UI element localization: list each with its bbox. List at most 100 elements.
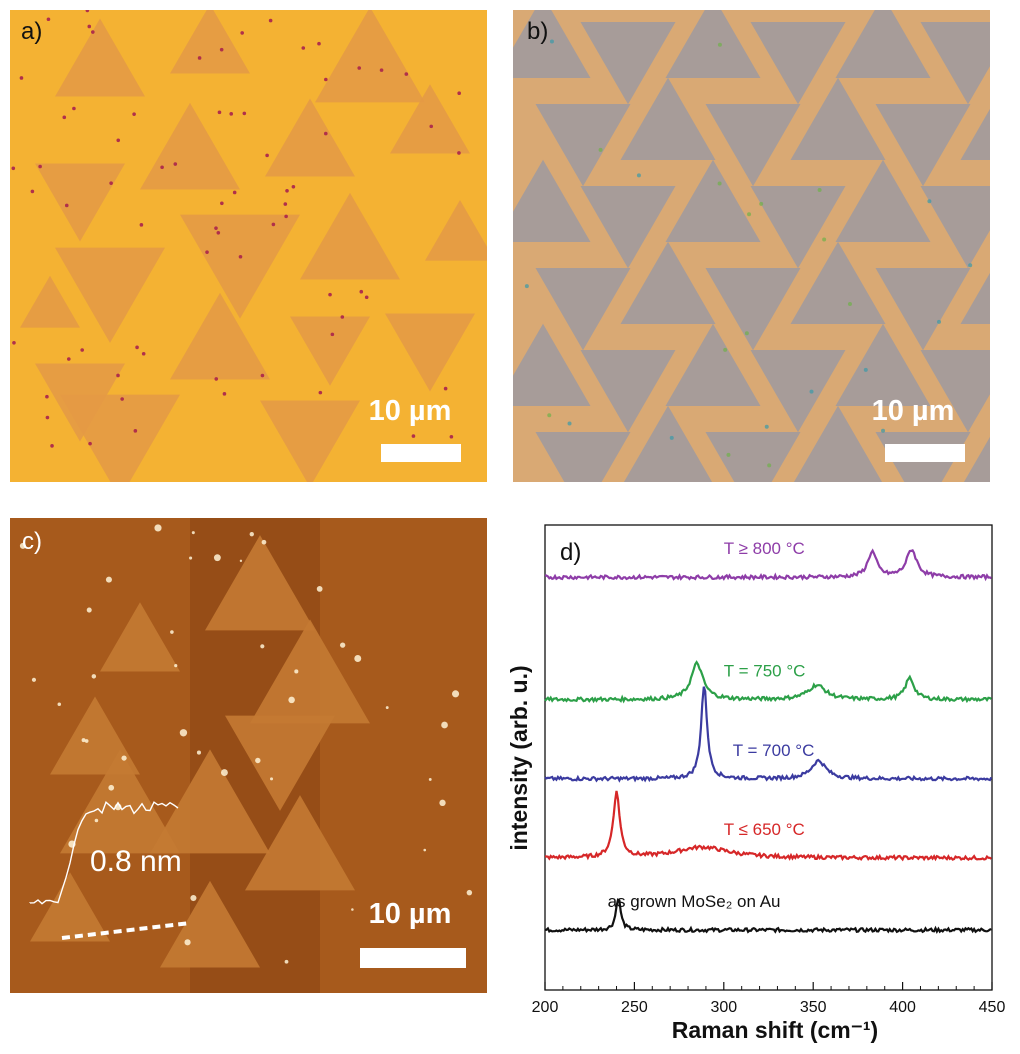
panel-letter: c) xyxy=(22,528,42,555)
profile-line xyxy=(61,921,191,940)
particle xyxy=(270,777,274,781)
defect-dot xyxy=(260,373,265,378)
optical-image-a xyxy=(10,10,487,482)
particle xyxy=(428,778,432,781)
panel-d: 200 250 300 350 400 450 T ≥ 800 °C T = 750 °C T… xyxy=(500,510,1010,1050)
defect-dot xyxy=(328,292,332,297)
flake xyxy=(35,163,125,242)
particle xyxy=(213,554,221,562)
defect-dot xyxy=(220,201,224,206)
defect-dot xyxy=(46,17,51,22)
defect-dot xyxy=(222,392,227,396)
series-group xyxy=(544,548,993,934)
flake xyxy=(620,77,716,160)
defect-dot xyxy=(139,223,144,227)
raman-chart: 200 250 300 350 400 450 T ≥ 800 °CT = 750 °CT… xyxy=(506,524,1006,1043)
particle xyxy=(116,852,122,858)
flake xyxy=(390,84,470,154)
defect-dot xyxy=(132,112,136,116)
defect-dot xyxy=(457,151,461,155)
flake xyxy=(535,268,631,351)
flake xyxy=(793,405,883,482)
particle xyxy=(284,959,289,964)
particle xyxy=(441,721,448,729)
defect-dot xyxy=(265,153,269,158)
contaminant-dot xyxy=(744,331,749,336)
defect-dot xyxy=(301,46,306,50)
flake xyxy=(150,749,270,854)
defect-dot xyxy=(268,18,273,23)
contaminant-dot xyxy=(549,39,554,44)
defect-dot xyxy=(411,434,416,438)
defect-dot xyxy=(449,434,454,439)
particle xyxy=(439,799,446,807)
flake xyxy=(60,394,180,482)
series-label: T = 750 °C xyxy=(724,662,806,681)
flake xyxy=(750,22,846,105)
particle xyxy=(294,669,299,674)
flake xyxy=(60,749,180,854)
flake xyxy=(875,268,971,351)
defect-dot xyxy=(120,397,124,401)
defect-dot xyxy=(116,373,120,378)
panel-b: b) 10 µm xyxy=(513,10,990,482)
defect-dot xyxy=(62,115,67,120)
flake xyxy=(513,159,591,242)
height-profile-label: 0.8 nm xyxy=(90,845,182,878)
x-tick-label: 450 xyxy=(979,999,1006,1016)
flake xyxy=(750,186,846,269)
flake xyxy=(920,350,990,433)
flake xyxy=(580,186,676,269)
panel-letter: d) xyxy=(560,539,581,566)
flake xyxy=(580,22,676,105)
defect-dot xyxy=(45,415,50,420)
flake xyxy=(205,535,315,631)
defect-dot xyxy=(88,441,92,446)
particle xyxy=(31,677,37,682)
defect-dot xyxy=(283,202,288,206)
defect-dot xyxy=(38,164,42,169)
defect-dot xyxy=(317,41,321,46)
flake xyxy=(260,400,360,482)
flake xyxy=(170,292,270,380)
x-tick-label: 350 xyxy=(800,999,827,1016)
flake xyxy=(170,10,250,74)
defect-dot xyxy=(50,444,54,448)
flake xyxy=(920,186,990,269)
y-axis-label: intensity (arb. u.) xyxy=(506,665,532,850)
flake xyxy=(513,323,591,406)
defect-dot xyxy=(217,110,222,115)
contaminant-dot xyxy=(817,188,822,193)
flake xyxy=(30,872,110,942)
defect-dot xyxy=(85,10,90,13)
flake xyxy=(960,108,990,160)
series-line xyxy=(544,548,992,582)
flake xyxy=(835,159,931,242)
plot-frame xyxy=(544,524,993,991)
particle xyxy=(174,664,178,668)
particle xyxy=(105,576,112,583)
flake xyxy=(425,199,487,261)
defect-dot xyxy=(340,315,345,319)
defect-dot xyxy=(443,386,448,391)
particle xyxy=(191,531,195,535)
flake xyxy=(920,22,990,105)
defect-dot xyxy=(116,138,121,143)
flake xyxy=(620,241,716,324)
flake xyxy=(315,10,425,103)
flake xyxy=(140,102,240,190)
particle xyxy=(239,559,243,563)
flake xyxy=(265,98,355,177)
panel-a: a) 10 µm xyxy=(10,10,487,482)
contaminant-dot xyxy=(567,421,572,426)
flake xyxy=(750,350,846,433)
flake xyxy=(225,715,335,811)
flake xyxy=(835,10,931,78)
particle xyxy=(190,894,197,902)
defect-dot xyxy=(91,30,95,34)
contaminant-dot xyxy=(598,147,603,152)
defect-dot xyxy=(133,429,138,433)
defect-dot xyxy=(359,289,364,294)
series-line xyxy=(545,898,992,934)
contaminant-dot xyxy=(669,435,674,440)
